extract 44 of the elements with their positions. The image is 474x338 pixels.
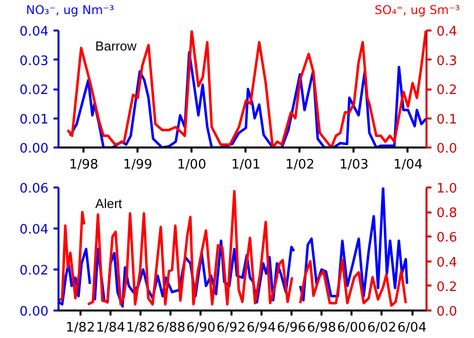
y2-tick-label: 0.1: [436, 112, 458, 128]
y2-tick-label: 0.0: [436, 142, 458, 156]
x-tick-label: 1/99: [123, 158, 152, 172]
x-tick-label: 1/84: [96, 320, 126, 336]
y2-tick-label: 0.4: [436, 255, 458, 270]
x-tick-label: 1/82: [126, 320, 156, 336]
x-tick-label: 1/00: [177, 158, 206, 172]
line-series: [66, 30, 426, 148]
x-tick-label: 1/02: [285, 158, 315, 172]
y-tick-label: 0.03: [20, 54, 49, 69]
y-tick-label: 0.02: [20, 83, 49, 98]
x-tick-label: 1/04: [393, 158, 423, 172]
x-tick-label: 6/04: [397, 320, 427, 336]
x-tick-label: 6/90: [186, 320, 216, 336]
y2-tick-label: 0.6: [436, 230, 458, 246]
x-tick-label: 6/92: [216, 320, 246, 336]
y2-tick-label: 0.2: [436, 83, 458, 98]
y2-tick-label: 0.8: [436, 206, 458, 222]
x-tick-label: 1/82: [66, 320, 95, 336]
y2-tick-label: 0.4: [436, 24, 458, 40]
y2-axis-title: SO₄⁼, ug Sm⁻³: [374, 2, 460, 19]
x-tick-label: 6/00: [337, 320, 366, 336]
y-axis-title: NO₃⁻, ug Nm⁻³: [26, 2, 114, 19]
y2-tick-label: 0.2: [436, 280, 458, 295]
annotation: Barrow: [95, 38, 138, 54]
x-tick-label: 6/02: [367, 320, 396, 336]
x-tick-label: 1/03: [339, 158, 369, 172]
y-tick-label: 0.01: [20, 112, 49, 128]
y-tick-label: 0.06: [20, 182, 49, 196]
y2-tick-label: 0.3: [436, 54, 458, 69]
y-tick-label: 0.00: [20, 304, 49, 320]
x-tick-label: 6/94: [246, 320, 276, 336]
x-tick-label: 6/96: [276, 320, 306, 336]
annotation: Alert: [95, 196, 122, 212]
x-tick-label: 1/98: [69, 158, 98, 172]
x-tick-label: 6/88: [156, 320, 186, 336]
y-tick-label: 0.04: [20, 222, 49, 238]
x-tick-label: 1/01: [231, 158, 261, 172]
y-tick-label: 0.04: [20, 24, 49, 40]
y-tick-label: 0.00: [20, 142, 49, 156]
x-tick-label: 6/98: [306, 320, 336, 336]
y2-tick-label: 1.0: [436, 182, 458, 196]
y2-tick-label: 0.0: [436, 304, 458, 320]
y-tick-label: 0.02: [20, 264, 49, 278]
